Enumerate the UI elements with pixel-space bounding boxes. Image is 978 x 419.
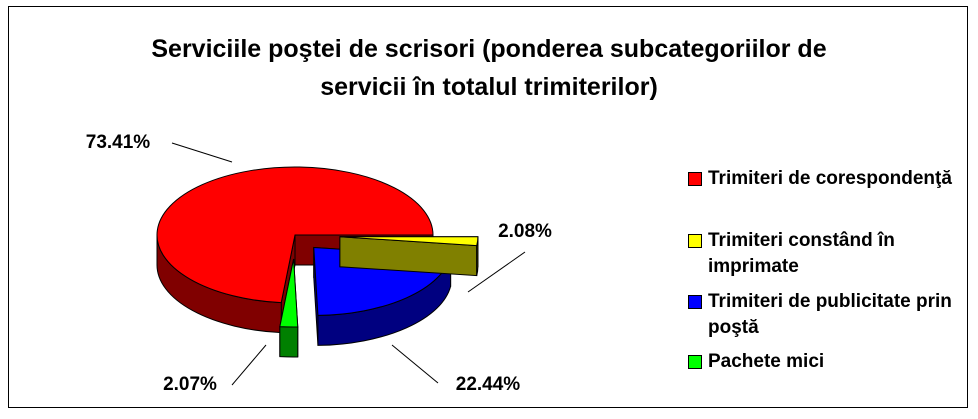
leader-line [467, 251, 526, 293]
data-label: 2.08% [498, 221, 552, 242]
leader-line [171, 142, 233, 163]
slice [156, 166, 434, 304]
legend-swatch [688, 234, 702, 248]
legend-label: Trimiteri de corespondenţă [708, 168, 952, 189]
slice [279, 258, 299, 328]
chart-title: Serviciile poştei de scrisori (ponderea … [151, 35, 827, 101]
leader-line [231, 344, 267, 386]
data-label: 2.07% [163, 374, 217, 395]
legend-swatch [688, 172, 702, 186]
legend-swatch [688, 295, 702, 309]
slice [339, 236, 479, 247]
leader-line [391, 344, 439, 384]
legend-label: Pachete mici [708, 351, 825, 372]
legend-swatch [688, 355, 702, 369]
legend-label: Trimiteri constând în imprimate [708, 230, 895, 277]
legend-label: Trimiteri de publicitate prin poştă [708, 291, 952, 338]
data-label: 22.44% [456, 374, 521, 395]
data-label: 73.41% [86, 132, 151, 153]
slice-wall [279, 326, 299, 358]
chart-frame [8, 6, 968, 408]
